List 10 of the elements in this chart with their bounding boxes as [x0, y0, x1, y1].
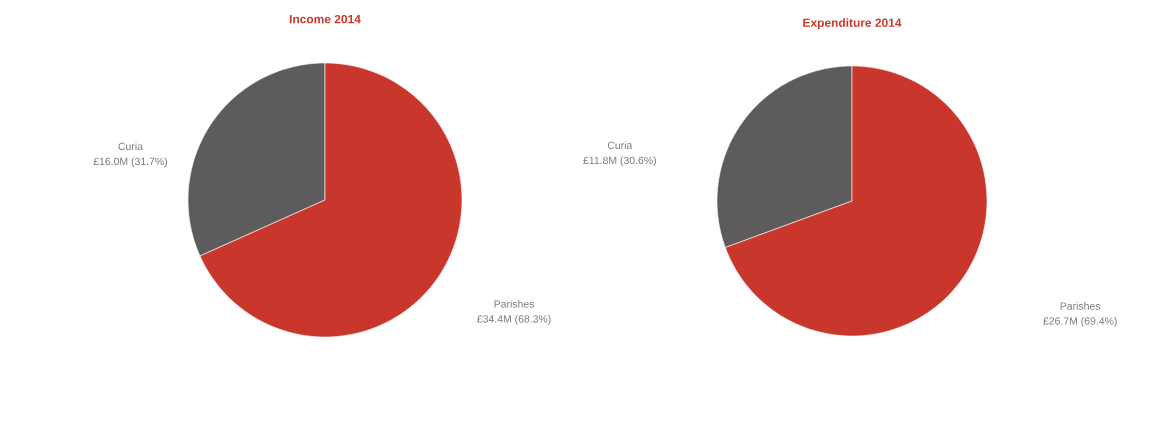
slice-label: Parishes	[1060, 302, 1101, 310]
slice-label: Curia	[118, 142, 143, 151]
slice-label: Parishes	[494, 299, 535, 308]
data-label: £26.7M (69.4%)	[1043, 317, 1117, 327]
chart-title: Income 2014	[289, 14, 361, 24]
data-label: £34.4M (68.3%)	[477, 314, 551, 325]
slice-label: Curia	[607, 141, 633, 150]
data-label: £16.0M (31.7%)	[93, 157, 167, 168]
data-label: £11.8M (30.6%)	[583, 156, 656, 167]
chart-title: Expenditure 2014	[803, 18, 902, 30]
